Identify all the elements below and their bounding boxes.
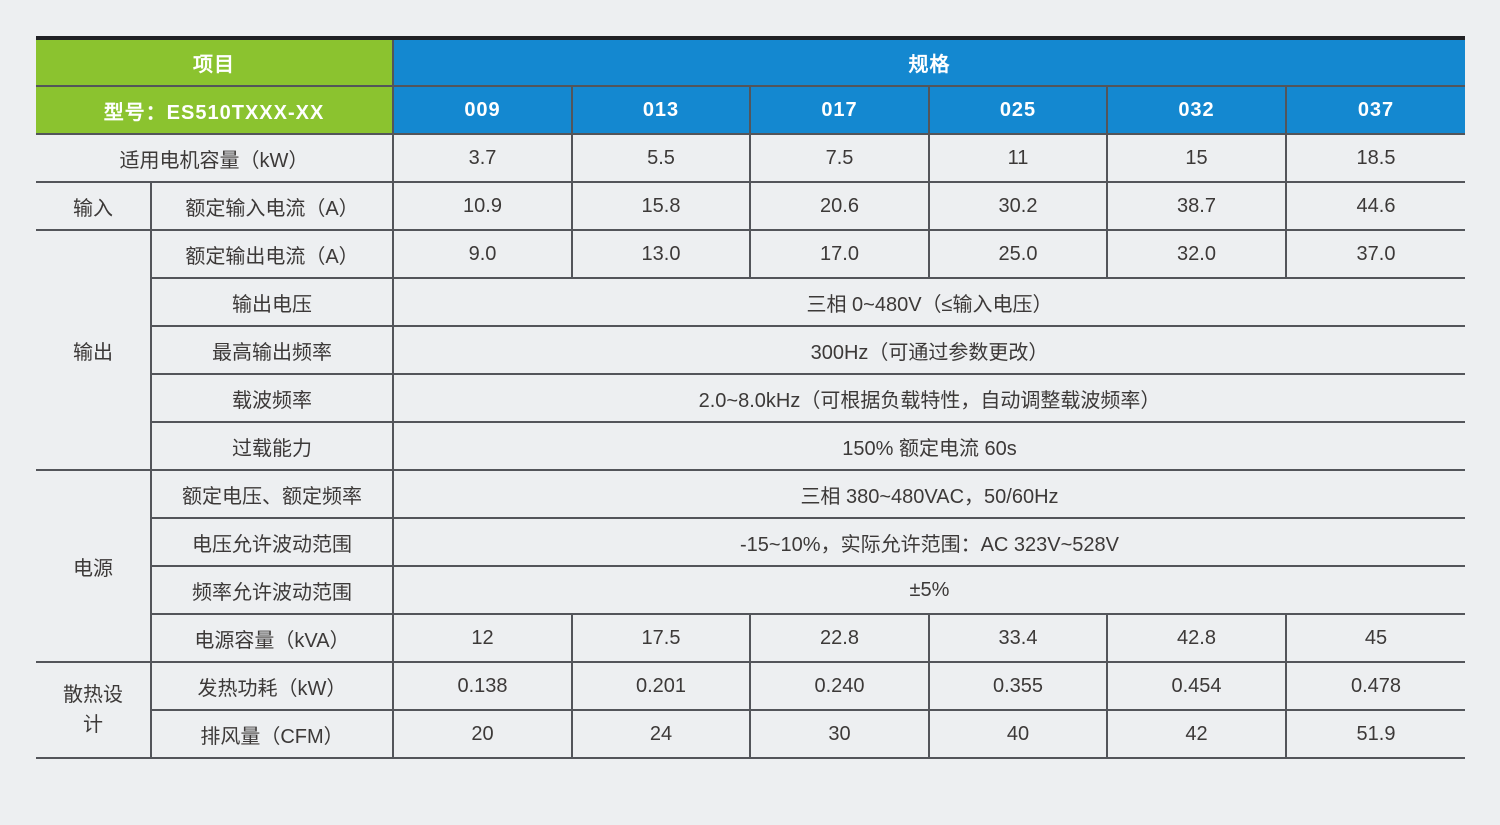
value-cell-merged: ±5% bbox=[392, 565, 1466, 615]
header-model-017: 017 bbox=[749, 85, 930, 135]
header-model-013: 013 bbox=[571, 85, 751, 135]
row-motor-capacity: 适用电机容量（kW） 3.7 5.5 7.5 11 15 18.5 bbox=[35, 133, 1466, 183]
header-model-025: 025 bbox=[928, 85, 1108, 135]
value-cell: 45 bbox=[1285, 613, 1466, 663]
value-cell: 0.355 bbox=[928, 661, 1108, 711]
value-cell: 13.0 bbox=[571, 229, 751, 279]
value-cell: 5.5 bbox=[571, 133, 751, 183]
row-max-output-frequency: 最高输出频率 300Hz（可通过参数更改） bbox=[36, 325, 1466, 375]
row-frequency-fluctuation: 频率允许波动范围 ±5% bbox=[36, 565, 1466, 615]
value-cell: 10.9 bbox=[392, 181, 573, 231]
value-cell: 17.0 bbox=[749, 229, 930, 279]
value-cell: 11 bbox=[928, 133, 1108, 183]
header-row-models: 型号：ES510TXXX-XX 009 013 017 025 032 037 bbox=[35, 85, 1466, 135]
value-cell-merged: 三相 380~480VAC，50/60Hz bbox=[392, 469, 1466, 519]
value-cell: 42.8 bbox=[1106, 613, 1287, 663]
row-label-carrier-frequency: 载波频率 bbox=[150, 373, 394, 423]
header-item: 项目 bbox=[35, 37, 394, 87]
category-cooling-design: 散热设计 bbox=[35, 661, 152, 759]
header-row-titles: 项目 规格 bbox=[35, 37, 1466, 87]
value-cell: 25.0 bbox=[928, 229, 1108, 279]
row-label-frequency-fluctuation: 频率允许波动范围 bbox=[150, 565, 394, 615]
row-rated-output-current: 输出 额定输出电流（A） 9.0 13.0 17.0 25.0 32.0 37.… bbox=[35, 229, 1466, 471]
value-cell: 20.6 bbox=[749, 181, 930, 231]
value-cell: 38.7 bbox=[1106, 181, 1287, 231]
value-cell: 44.6 bbox=[1285, 181, 1466, 231]
value-cell: 20 bbox=[392, 709, 573, 759]
value-cell-merged: -15~10%，实际允许范围：AC 323V~528V bbox=[392, 517, 1466, 567]
value-cell: 51.9 bbox=[1285, 709, 1466, 759]
value-cell-merged: 三相 0~480V（≤输入电压） bbox=[392, 277, 1466, 327]
row-label-heat-loss: 发热功耗（kW） bbox=[150, 661, 394, 711]
value-cell: 18.5 bbox=[1285, 133, 1466, 183]
row-rated-voltage-frequency: 电源 额定电压、额定频率 三相 380~480VAC，50/60Hz bbox=[35, 469, 1466, 663]
value-cell-merged: 2.0~8.0kHz（可根据负载特性，自动调整载波频率） bbox=[392, 373, 1466, 423]
header-model-series: 型号：ES510TXXX-XX bbox=[35, 85, 394, 135]
value-cell: 30.2 bbox=[928, 181, 1108, 231]
value-cell-merged: 300Hz（可通过参数更改） bbox=[392, 325, 1466, 375]
row-label-rated-voltage-frequency: 额定电压、额定频率 bbox=[150, 469, 394, 519]
value-cell: 0.240 bbox=[749, 661, 930, 711]
row-output-voltage: 输出电压 三相 0~480V（≤输入电压） bbox=[36, 277, 1466, 327]
row-label-voltage-fluctuation: 电压允许波动范围 bbox=[150, 517, 394, 567]
row-heat-loss: 散热设计 发热功耗（kW） 0.138 0.201 0.240 0.355 0.… bbox=[35, 661, 1466, 759]
value-cell: 32.0 bbox=[1106, 229, 1287, 279]
row-power-capacity: 电源容量（kVA） 12 17.5 22.8 33.4 42.8 45 bbox=[36, 613, 1466, 663]
header-model-009: 009 bbox=[392, 85, 573, 135]
value-cell: 42 bbox=[1106, 709, 1287, 759]
category-cooling-design-label: 散热设计 bbox=[63, 684, 123, 736]
category-output: 输出 bbox=[35, 229, 152, 471]
row-airflow: 排风量（CFM） 20 24 30 40 42 51.9 bbox=[36, 709, 1466, 759]
row-label-rated-output-current: 额定输出电流（A） bbox=[150, 229, 394, 279]
row-label-airflow: 排风量（CFM） bbox=[150, 709, 394, 759]
value-cell: 9.0 bbox=[392, 229, 573, 279]
row-label-rated-input-current: 额定输入电流（A） bbox=[150, 181, 394, 231]
row-label-motor-capacity: 适用电机容量（kW） bbox=[35, 133, 394, 183]
value-cell: 15 bbox=[1106, 133, 1287, 183]
value-cell: 0.454 bbox=[1106, 661, 1287, 711]
value-cell: 15.8 bbox=[571, 181, 751, 231]
row-carrier-frequency: 载波频率 2.0~8.0kHz（可根据负载特性，自动调整载波频率） bbox=[36, 373, 1466, 423]
header-spec: 规格 bbox=[392, 37, 1466, 87]
row-overload-capacity: 过载能力 150% 额定电流 60s bbox=[36, 421, 1466, 471]
value-cell: 30 bbox=[749, 709, 930, 759]
value-cell: 12 bbox=[392, 613, 573, 663]
value-cell: 24 bbox=[571, 709, 751, 759]
value-cell: 3.7 bbox=[392, 133, 573, 183]
category-power: 电源 bbox=[35, 469, 152, 663]
row-label-max-output-frequency: 最高输出频率 bbox=[150, 325, 394, 375]
row-label-overload-capacity: 过载能力 bbox=[150, 421, 394, 471]
row-label-power-capacity: 电源容量（kVA） bbox=[150, 613, 394, 663]
value-cell: 22.8 bbox=[749, 613, 930, 663]
value-cell: 7.5 bbox=[749, 133, 930, 183]
value-cell: 33.4 bbox=[928, 613, 1108, 663]
spec-table: 项目 规格 型号：ES510TXXX-XX 009 013 017 025 03… bbox=[35, 36, 1466, 759]
header-model-037: 037 bbox=[1285, 85, 1466, 135]
value-cell: 17.5 bbox=[571, 613, 751, 663]
value-cell: 37.0 bbox=[1285, 229, 1466, 279]
value-cell: 0.478 bbox=[1285, 661, 1466, 711]
value-cell-merged: 150% 额定电流 60s bbox=[392, 421, 1466, 471]
row-label-output-voltage: 输出电压 bbox=[150, 277, 394, 327]
category-input: 输入 bbox=[35, 181, 152, 231]
row-rated-input-current: 输入 额定输入电流（A） 10.9 15.8 20.6 30.2 38.7 44… bbox=[35, 181, 1466, 231]
value-cell: 0.138 bbox=[392, 661, 573, 711]
value-cell: 40 bbox=[928, 709, 1108, 759]
row-voltage-fluctuation: 电压允许波动范围 -15~10%，实际允许范围：AC 323V~528V bbox=[36, 517, 1466, 567]
header-model-032: 032 bbox=[1106, 85, 1287, 135]
value-cell: 0.201 bbox=[571, 661, 751, 711]
